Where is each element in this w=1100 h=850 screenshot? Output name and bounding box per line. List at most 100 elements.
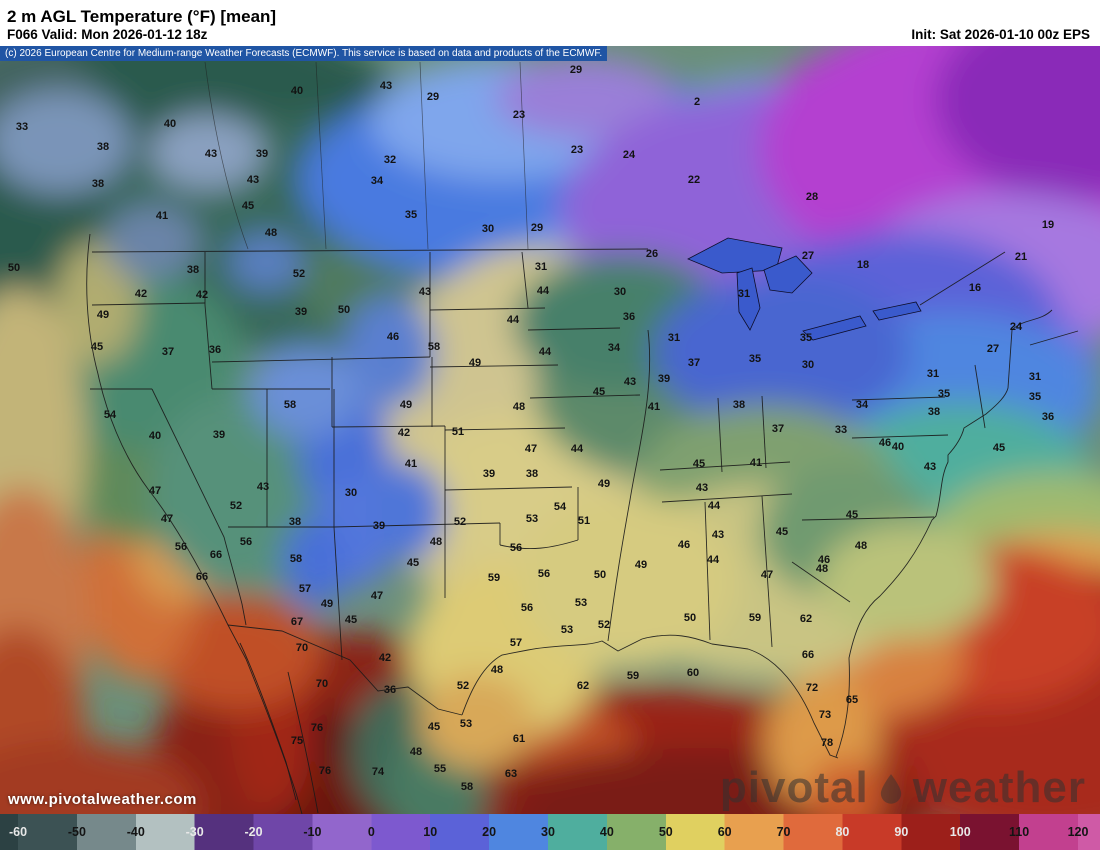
temp-label: 50: [684, 612, 696, 624]
temp-label: 24: [1010, 321, 1023, 333]
state-border-line: [91, 248, 649, 253]
state-border-line: [333, 526, 343, 661]
temp-label: 38: [97, 141, 109, 153]
temp-label: 50: [8, 262, 20, 274]
field-blob: [228, 232, 304, 292]
temp-label: 38: [92, 178, 104, 190]
state-border-line: [429, 307, 546, 311]
temp-label: 52: [598, 619, 610, 631]
temp-label: 52: [293, 268, 305, 280]
temp-label: 16: [969, 282, 981, 294]
temp-label: 45: [242, 200, 254, 212]
state-border-line: [529, 394, 641, 399]
temp-label: 61: [513, 733, 525, 745]
temp-label: 43: [419, 286, 431, 298]
temp-label: 37: [162, 346, 174, 358]
state-border-line: [461, 634, 839, 759]
field-blob: [935, 46, 1100, 200]
temp-label: 57: [510, 637, 522, 649]
temp-label: 63: [505, 768, 517, 780]
temp-label: 49: [469, 357, 481, 369]
temp-label: 39: [373, 520, 385, 532]
temp-label: 45: [846, 509, 858, 521]
init-time: Init: Sat 2026-01-10 00z EPS: [911, 27, 1090, 42]
colorbar-tick-label: 110: [1009, 825, 1030, 839]
temp-label: 56: [240, 536, 252, 548]
temp-label: 48: [430, 536, 442, 548]
temp-label: 59: [488, 572, 500, 584]
temp-label: 62: [800, 613, 812, 625]
brand-word-weather: weather: [912, 763, 1086, 812]
header-left: 2 m AGL Temperature (°F) [mean] F066 Val…: [7, 6, 276, 43]
temp-label: 59: [749, 612, 761, 624]
temp-label: 43: [624, 376, 636, 388]
field-blob: [149, 394, 325, 590]
temp-label: 37: [772, 423, 784, 435]
temp-label: 49: [97, 309, 109, 321]
state-border-line: [791, 561, 851, 603]
temp-label: 42: [196, 289, 208, 301]
state-border-line: [835, 309, 1053, 758]
temp-label: 56: [538, 568, 550, 580]
state-border-line: [521, 251, 529, 309]
state-border-line: [227, 624, 463, 716]
temp-label: 56: [510, 542, 522, 554]
lake-shape: [872, 301, 922, 321]
brand-word-pivotal: pivotal: [719, 763, 869, 812]
colorbar-tick-label: 90: [894, 825, 909, 839]
temp-label: 48: [855, 540, 867, 552]
temp-label: 30: [802, 359, 814, 371]
temp-label: 48: [410, 746, 422, 758]
temp-label: 31: [668, 332, 680, 344]
temp-label: 41: [750, 457, 762, 469]
temperature-field: [0, 46, 1100, 814]
temp-label: 39: [213, 429, 225, 441]
great-lakes: [687, 237, 922, 341]
temp-label: 48: [265, 227, 277, 239]
state-border-line: [444, 486, 573, 491]
state-border-line: [444, 427, 566, 431]
temp-label: 21: [1015, 251, 1027, 263]
temp-label: 29: [427, 91, 439, 103]
temp-label: 46: [678, 539, 690, 551]
field-blob: [104, 204, 200, 280]
temp-label: 53: [460, 718, 472, 730]
temp-label: 37: [688, 357, 700, 369]
temp-label: 45: [428, 721, 440, 733]
geo-borders: [86, 61, 1079, 814]
temp-label: 65: [846, 694, 858, 706]
temp-label: 76: [319, 765, 331, 777]
temp-label: 62: [577, 680, 589, 692]
temp-label: 39: [483, 468, 495, 480]
temp-label: 43: [696, 482, 708, 494]
field-blob: [366, 462, 446, 562]
colorbar-tick-label: 80: [835, 825, 850, 839]
colorbar-gradient: [0, 814, 1100, 850]
temp-label: 70: [296, 642, 308, 654]
temp-label: 40: [149, 430, 161, 442]
temp-label: 38: [526, 468, 538, 480]
temp-label: 59: [627, 670, 639, 682]
temp-label: 43: [257, 481, 269, 493]
temp-label: 45: [91, 341, 103, 353]
temp-label: 19: [1042, 219, 1054, 231]
state-border-line: [211, 356, 431, 363]
temp-label: 36: [1042, 411, 1054, 423]
temp-label: 49: [635, 559, 647, 571]
colorbar-ticks: -60 -50 -40 -30 -20 -10 0 10 20 30 40 50 60 70 80 90 100…: [0, 814, 1100, 850]
temp-label: 54: [104, 409, 117, 421]
temp-label: 35: [749, 353, 761, 365]
temp-label: 33: [16, 121, 28, 133]
temp-label: 50: [594, 569, 606, 581]
temp-label: 55: [434, 763, 446, 775]
state-border-line: [429, 364, 559, 368]
temp-label: 52: [457, 680, 469, 692]
temp-label: 31: [535, 261, 547, 273]
field-blob: [55, 240, 139, 364]
colorbar-tick-label: -60: [8, 825, 28, 839]
temp-label: 54: [554, 501, 567, 513]
temp-label: 32: [384, 154, 396, 166]
colorbar-tick-label: -10: [303, 825, 322, 839]
temp-label: 58: [428, 341, 440, 353]
